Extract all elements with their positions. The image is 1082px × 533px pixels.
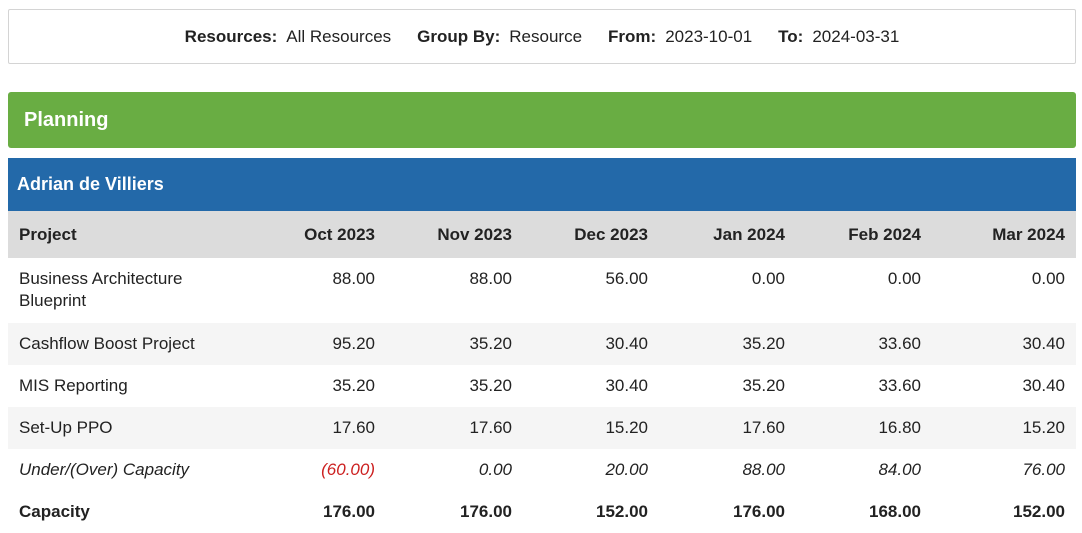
project-name-cell: Set-Up PPO (19, 418, 113, 437)
value-cell: 30.40 (605, 376, 648, 395)
value-cell: 152.00 (596, 502, 648, 521)
group-by-filter[interactable]: Group By: Resource (417, 27, 582, 47)
column-header-jan-2024[interactable]: Jan 2024 (713, 224, 785, 244)
project-name-cell: Business Architecture Blueprint (19, 269, 183, 310)
value-cell: 30.40 (605, 334, 648, 353)
group-by-value[interactable]: Resource (509, 26, 583, 46)
value-cell: 88.00 (742, 460, 785, 479)
under-over-capacity-label: Under/(Over) Capacity (19, 460, 190, 479)
value-cell: 15.20 (605, 418, 648, 437)
value-cell: 35.20 (742, 376, 785, 395)
project-name-cell: MIS Reporting (19, 376, 128, 395)
value-cell: 16.80 (878, 418, 921, 437)
value-cell: 176.00 (323, 502, 375, 521)
table-row: Set-Up PPO 17.60 17.60 15.20 17.60 16.80… (8, 407, 1076, 449)
column-header-feb-2024[interactable]: Feb 2024 (848, 224, 921, 244)
resources-label: Resources: (184, 26, 278, 46)
table-row: Cashflow Boost Project 95.20 35.20 30.40… (8, 323, 1076, 365)
value-cell: 176.00 (733, 502, 785, 521)
value-cell: 17.60 (469, 418, 512, 437)
table-row: MIS Reporting 35.20 35.20 30.40 35.20 33… (8, 365, 1076, 407)
group-by-label: Group By: (417, 26, 501, 46)
to-filter[interactable]: To: 2024-03-31 (778, 27, 899, 47)
resources-filter[interactable]: Resources: All Resources (185, 27, 391, 47)
capacity-label: Capacity (19, 502, 90, 521)
value-cell: 33.60 (878, 376, 921, 395)
value-cell: 95.20 (332, 334, 375, 353)
column-header-nov-2023[interactable]: Nov 2023 (437, 224, 512, 244)
value-cell: 15.20 (1022, 418, 1065, 437)
value-cell: 0.00 (478, 460, 512, 479)
value-cell-negative: (60.00) (321, 460, 375, 479)
project-name-cell: Cashflow Boost Project (19, 334, 195, 353)
column-header-oct-2023[interactable]: Oct 2023 (304, 224, 375, 244)
value-cell: 17.60 (742, 418, 785, 437)
to-label: To: (778, 26, 804, 46)
value-cell: 20.00 (605, 460, 648, 479)
under-over-capacity-row: Under/(Over) Capacity (60.00) 0.00 20.00… (8, 449, 1076, 491)
value-cell: 35.20 (742, 334, 785, 353)
column-header-dec-2023[interactable]: Dec 2023 (574, 224, 648, 244)
to-value[interactable]: 2024-03-31 (812, 26, 900, 46)
value-cell: 30.40 (1022, 376, 1065, 395)
value-cell: 35.20 (332, 376, 375, 395)
filter-bar: Resources: All Resources Group By: Resou… (8, 9, 1076, 64)
from-filter[interactable]: From: 2023-10-01 (608, 27, 752, 47)
value-cell: 76.00 (1022, 460, 1065, 479)
value-cell: 35.20 (469, 376, 512, 395)
value-cell: 88.00 (332, 269, 375, 288)
capacity-row: Capacity 176.00 176.00 152.00 176.00 168… (8, 491, 1076, 533)
resources-value[interactable]: All Resources (286, 26, 392, 46)
value-cell: 0.00 (887, 269, 921, 288)
value-cell: 56.00 (605, 269, 648, 288)
value-cell: 17.60 (332, 418, 375, 437)
value-cell: 84.00 (878, 460, 921, 479)
from-label: From: (608, 26, 657, 46)
value-cell: 88.00 (469, 269, 512, 288)
column-header-project[interactable]: Project (19, 224, 77, 244)
planning-section-header: Planning (8, 92, 1076, 148)
value-cell: 35.20 (469, 334, 512, 353)
value-cell: 0.00 (751, 269, 785, 288)
from-value[interactable]: 2023-10-01 (665, 26, 753, 46)
value-cell: 33.60 (878, 334, 921, 353)
resource-group-header: Adrian de Villiers (8, 158, 1076, 211)
table-row: Business Architecture Blueprint 88.00 88… (8, 258, 1076, 323)
planning-table: Project Oct 2023 Nov 2023 Dec 2023 Jan 2… (8, 211, 1076, 533)
value-cell: 168.00 (869, 502, 921, 521)
value-cell: 30.40 (1022, 334, 1065, 353)
value-cell: 0.00 (1031, 269, 1065, 288)
column-header-mar-2024[interactable]: Mar 2024 (992, 224, 1065, 244)
value-cell: 176.00 (460, 502, 512, 521)
table-header-row: Project Oct 2023 Nov 2023 Dec 2023 Jan 2… (8, 211, 1076, 258)
value-cell: 152.00 (1013, 502, 1065, 521)
